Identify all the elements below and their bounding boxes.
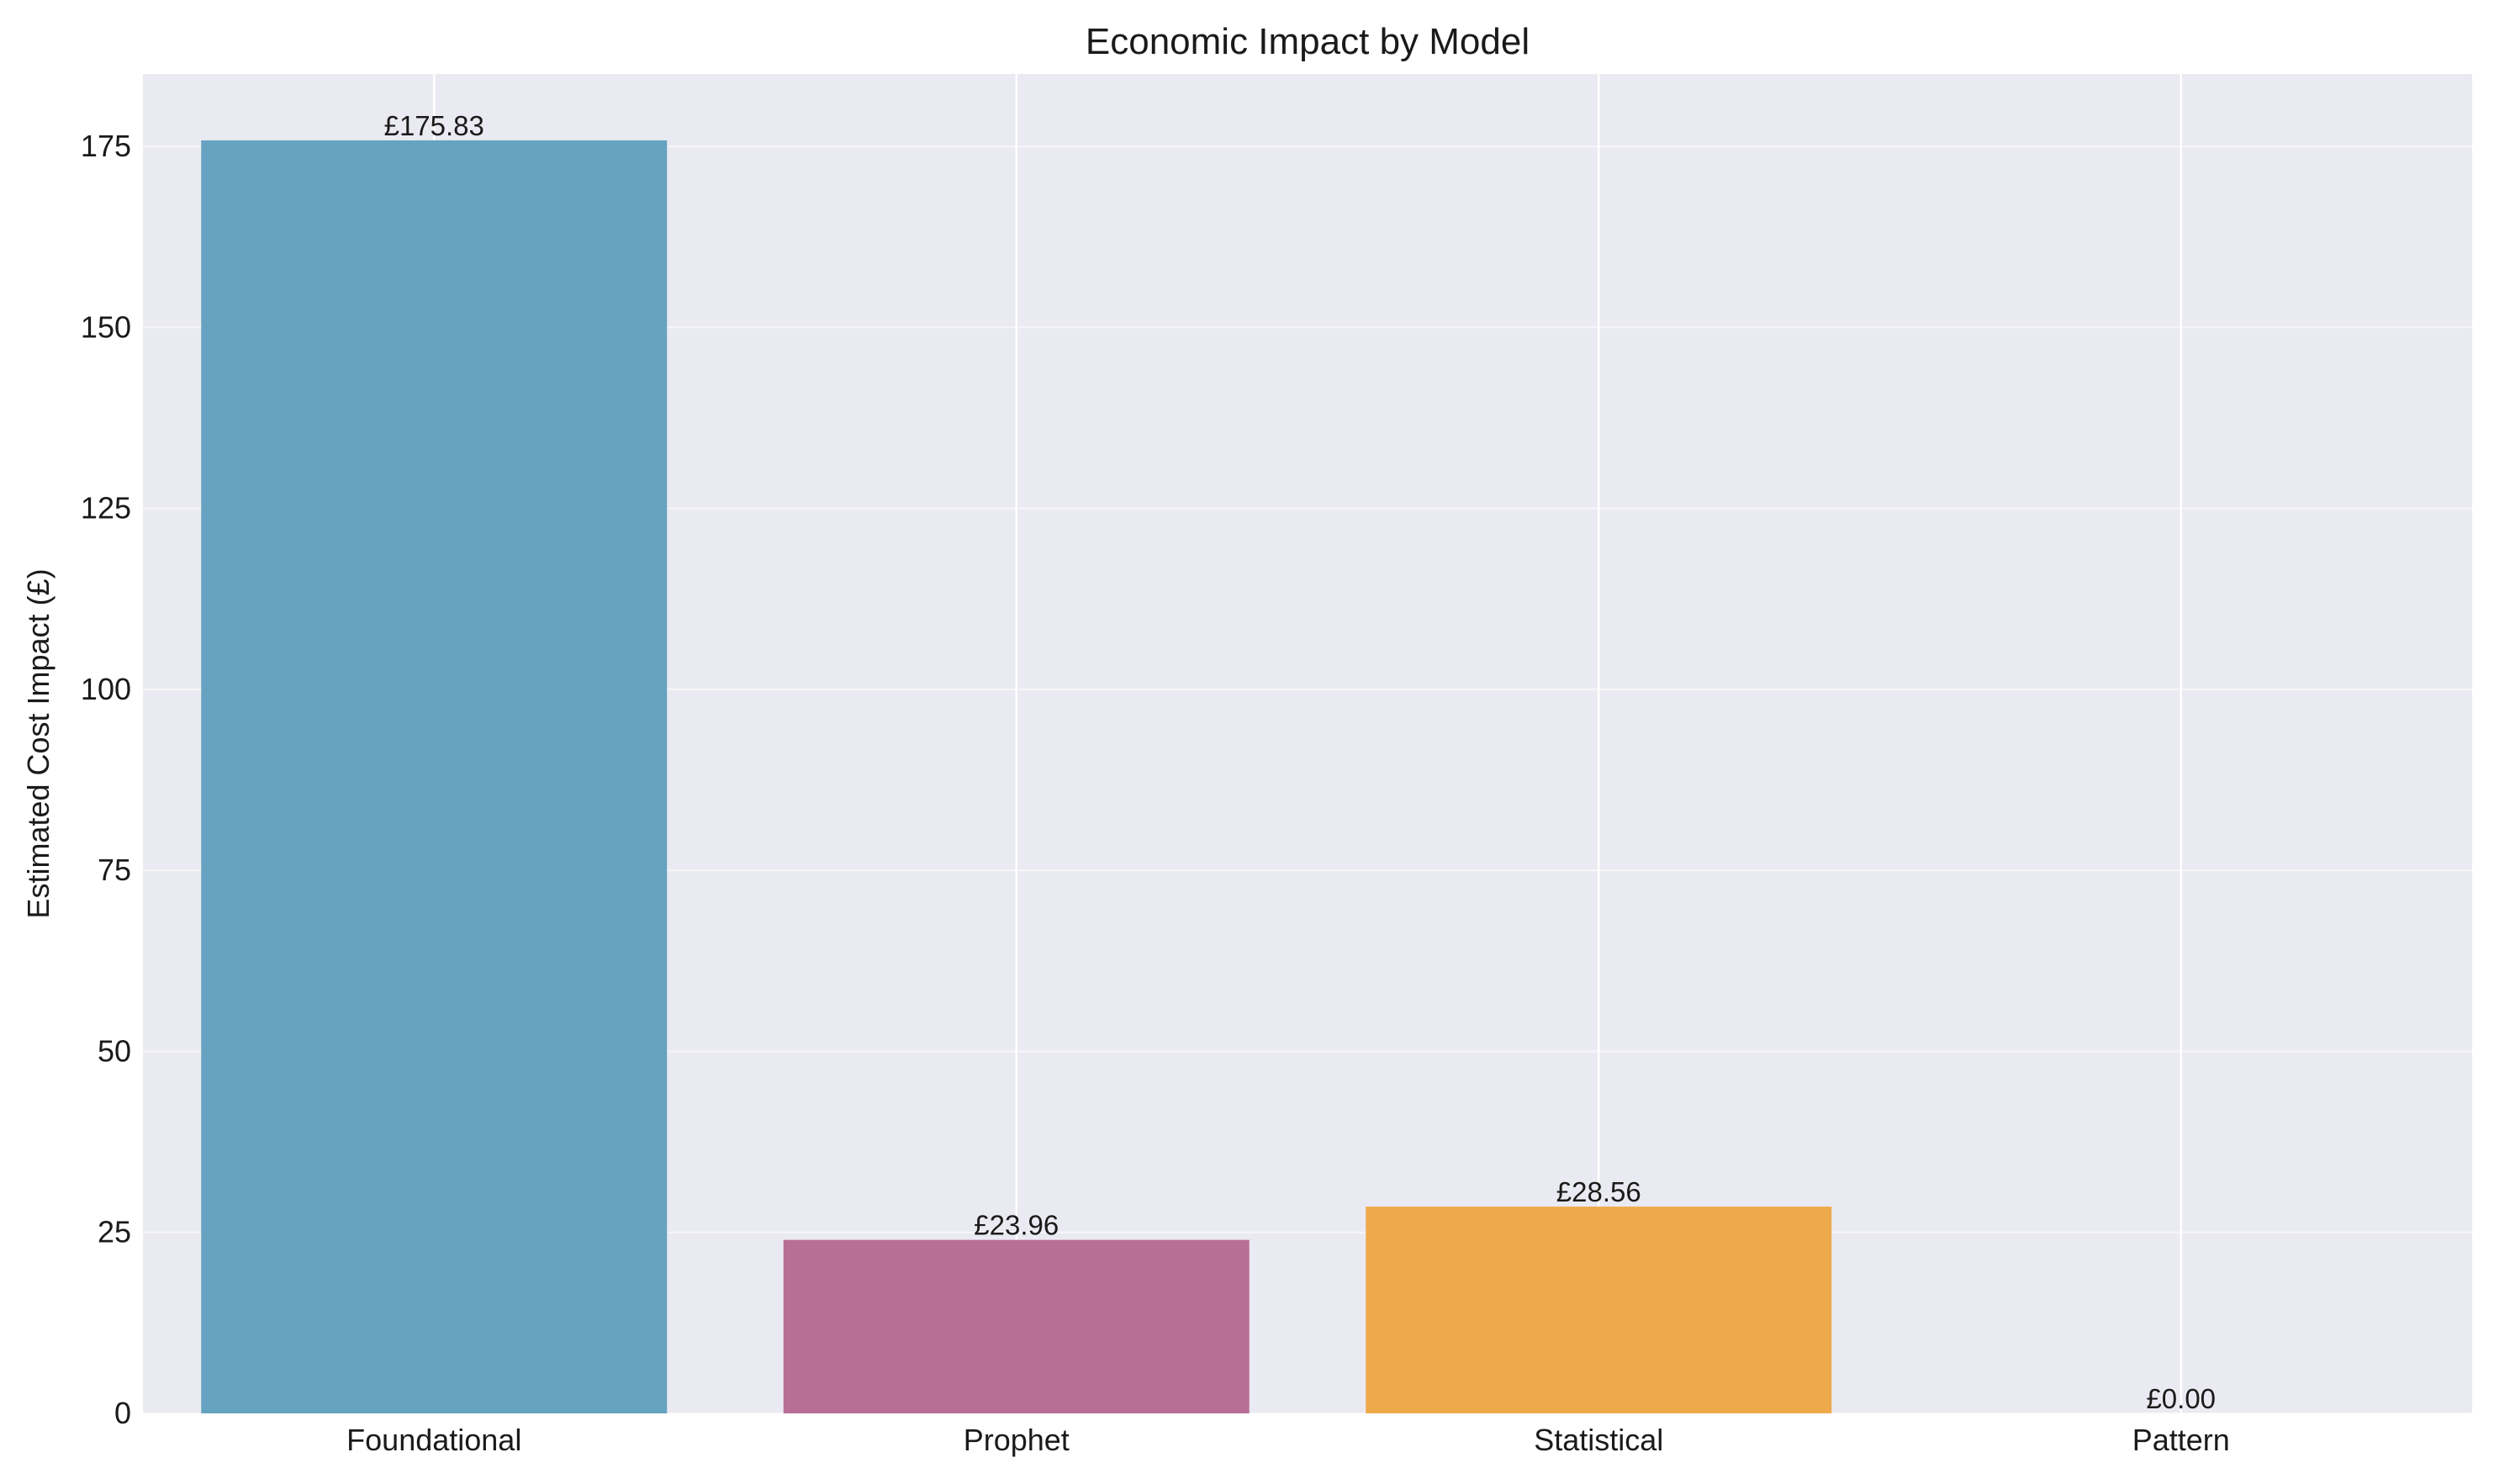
bar-foundational: [201, 140, 668, 1413]
y-tick-label: 175: [81, 129, 131, 163]
bar-value-labels: £175.83 £23.96 £28.56 £0.00: [384, 110, 2216, 1414]
x-tick-label-statistical: Statistical: [1534, 1423, 1663, 1457]
y-tick-label: 0: [114, 1396, 131, 1430]
x-tick-label-prophet: Prophet: [964, 1423, 1070, 1457]
x-tick-label-foundational: Foundational: [346, 1423, 521, 1457]
bar-value-label-statistical: £28.56: [1556, 1176, 1641, 1207]
y-tick-label: 75: [98, 853, 131, 887]
y-axis-ticks: 0 25 50 75 100 125 150 175: [81, 129, 131, 1430]
y-tick-label: 25: [98, 1215, 131, 1249]
chart-title: Economic Impact by Model: [1086, 21, 1530, 62]
bars: [201, 140, 1832, 1413]
bar-value-label-foundational: £175.83: [384, 110, 484, 141]
bar-value-label-pattern: £0.00: [2146, 1383, 2216, 1414]
y-axis-label: Estimated Cost Impact (£): [21, 568, 55, 918]
y-tick-label: 50: [98, 1033, 131, 1068]
bar-value-label-prophet: £23.96: [974, 1210, 1059, 1241]
y-tick-label: 150: [81, 309, 131, 344]
bar-statistical: [1366, 1207, 1832, 1413]
bar-prophet: [783, 1239, 1250, 1413]
x-axis-ticks: Foundational Prophet Statistical Pattern: [346, 1423, 2230, 1457]
x-tick-label-pattern: Pattern: [2132, 1423, 2230, 1457]
y-tick-label: 100: [81, 672, 131, 706]
y-tick-label: 125: [81, 491, 131, 525]
